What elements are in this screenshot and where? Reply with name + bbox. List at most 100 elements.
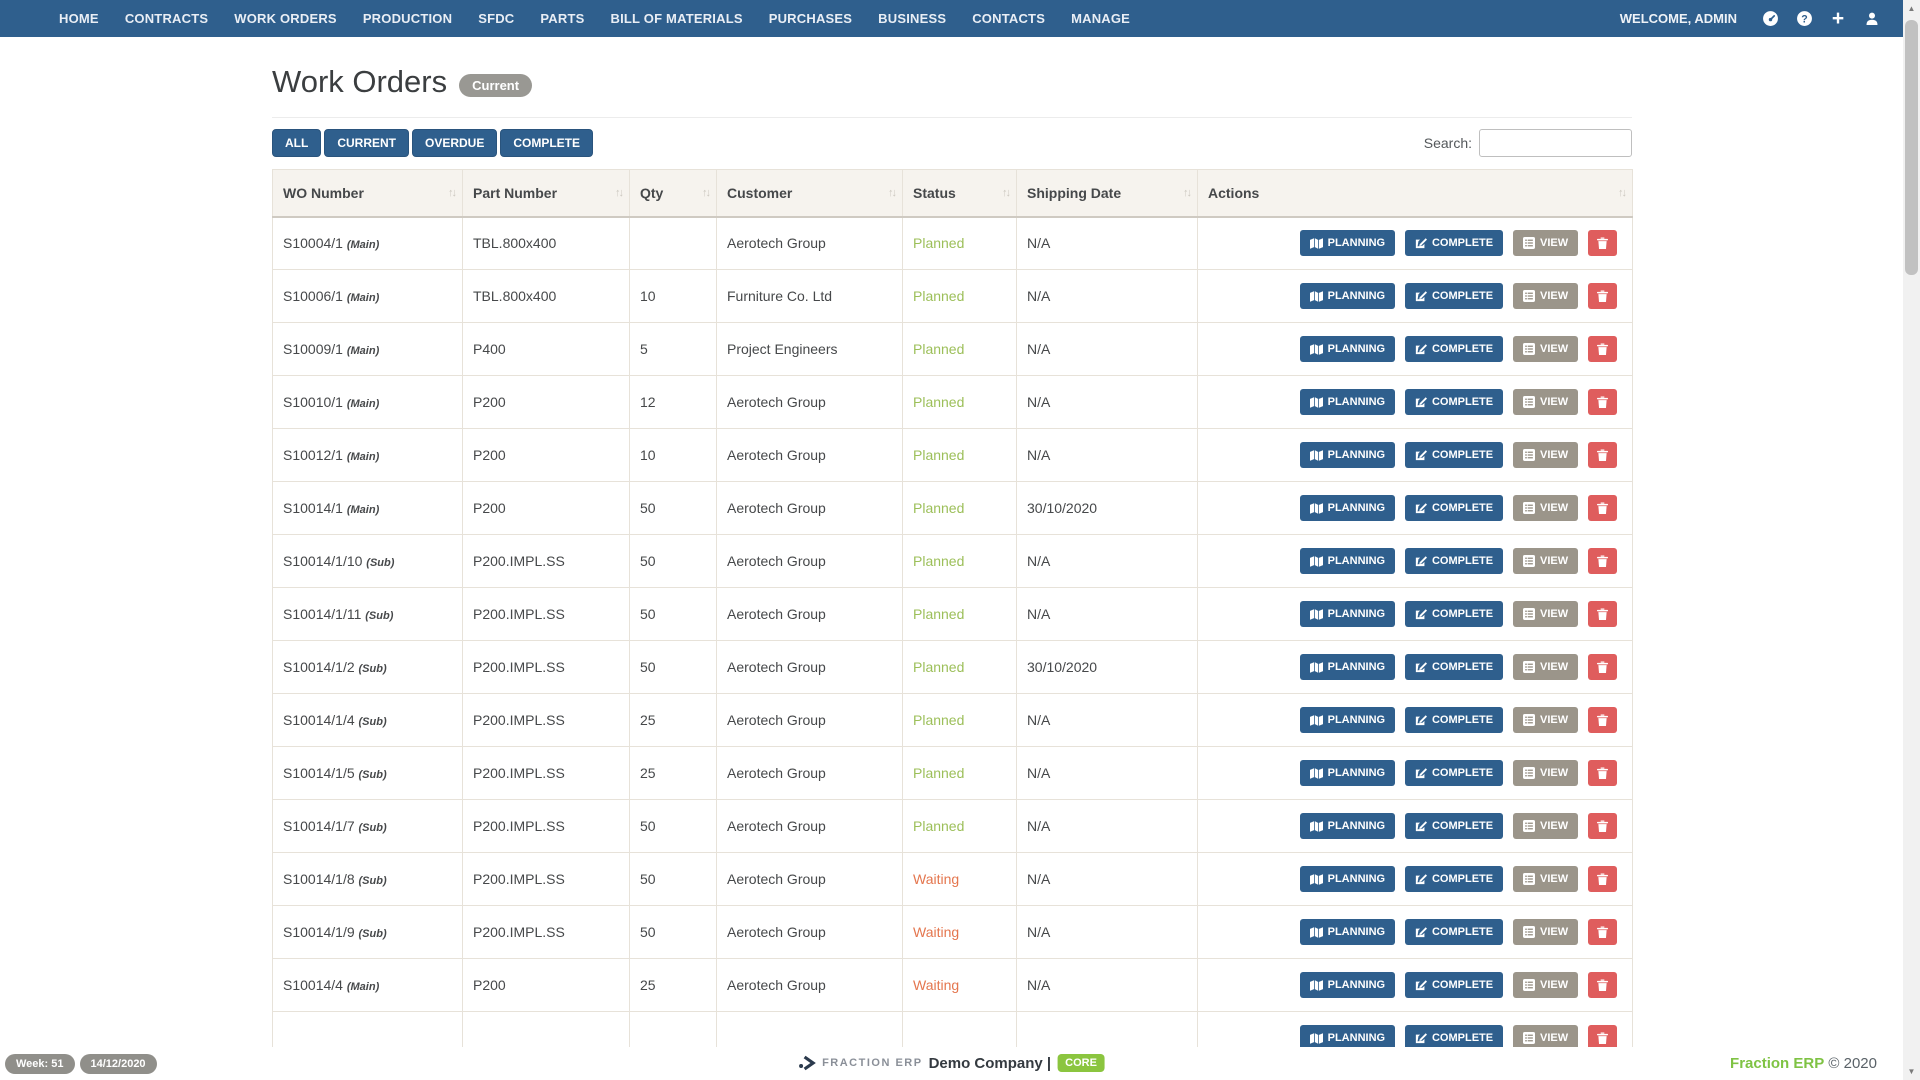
help-icon[interactable]: ?	[1795, 10, 1813, 28]
planning-button[interactable]: PLANNING	[1299, 919, 1396, 945]
delete-button[interactable]	[1588, 495, 1617, 521]
nav-item-home[interactable]: HOME	[59, 11, 99, 26]
complete-button[interactable]: COMPLETE	[1404, 654, 1504, 680]
filter-current-button[interactable]: CURRENT	[324, 129, 409, 157]
table-row: S10006/1 (Main) TBL.800x400 10 Furniture…	[272, 269, 1633, 323]
planning-button[interactable]: PLANNING	[1299, 1025, 1396, 1051]
nav-item-manage[interactable]: MANAGE	[1071, 11, 1131, 26]
column-header-customer[interactable]: Customer ↑↓	[716, 169, 903, 218]
complete-button[interactable]: COMPLETE	[1404, 389, 1504, 415]
view-button[interactable]: VIEW	[1512, 389, 1579, 415]
delete-button[interactable]	[1588, 389, 1617, 415]
view-button[interactable]: VIEW	[1512, 707, 1579, 733]
complete-button[interactable]: COMPLETE	[1404, 972, 1504, 998]
scrollbar-thumb[interactable]	[1905, 20, 1918, 275]
column-header-part-number[interactable]: Part Number ↑↓	[462, 169, 630, 218]
complete-button[interactable]: COMPLETE	[1404, 760, 1504, 786]
nav-item-work-orders[interactable]: WORK ORDERS	[234, 11, 337, 26]
complete-button[interactable]: COMPLETE	[1404, 707, 1504, 733]
delete-button[interactable]	[1588, 813, 1617, 839]
planning-button[interactable]: PLANNING	[1299, 972, 1396, 998]
planning-button[interactable]: PLANNING	[1299, 707, 1396, 733]
nav-item-parts[interactable]: PARTS	[540, 11, 585, 26]
nav-item-production[interactable]: PRODUCTION	[362, 11, 453, 26]
complete-button[interactable]: COMPLETE	[1404, 601, 1504, 627]
nav-item-contracts[interactable]: CONTRACTS	[124, 11, 209, 26]
planning-button[interactable]: PLANNING	[1299, 601, 1396, 627]
complete-button[interactable]: COMPLETE	[1404, 495, 1504, 521]
delete-button[interactable]	[1588, 760, 1617, 786]
delete-button[interactable]	[1588, 707, 1617, 733]
nav-item-purchases[interactable]: PURCHASES	[768, 11, 853, 26]
search-input[interactable]	[1479, 129, 1632, 157]
planning-button[interactable]: PLANNING	[1299, 548, 1396, 574]
complete-button[interactable]: COMPLETE	[1404, 548, 1504, 574]
planning-button[interactable]: PLANNING	[1299, 336, 1396, 362]
view-button[interactable]: VIEW	[1512, 654, 1579, 680]
view-button[interactable]: VIEW	[1512, 495, 1579, 521]
part-number: P200.IMPL.SS	[473, 924, 565, 940]
column-header-qty[interactable]: Qty ↑↓	[629, 169, 717, 218]
delete-button[interactable]	[1588, 866, 1617, 892]
delete-button[interactable]	[1588, 230, 1617, 257]
complete-button[interactable]: COMPLETE	[1404, 866, 1504, 892]
user-icon[interactable]	[1863, 10, 1881, 28]
view-button[interactable]: VIEW	[1512, 972, 1579, 998]
planning-button[interactable]: PLANNING	[1299, 283, 1396, 309]
view-button[interactable]: VIEW	[1512, 813, 1579, 839]
delete-button[interactable]	[1588, 283, 1617, 309]
delete-button[interactable]	[1588, 336, 1617, 362]
view-button[interactable]: VIEW	[1512, 548, 1579, 574]
view-button[interactable]: VIEW	[1512, 601, 1579, 627]
add-icon[interactable]: +	[1831, 6, 1845, 30]
view-button[interactable]: VIEW	[1512, 866, 1579, 892]
planning-button[interactable]: PLANNING	[1299, 389, 1396, 415]
view-button[interactable]: VIEW	[1512, 760, 1579, 786]
delete-button[interactable]	[1588, 972, 1617, 998]
table-row: S10010/1 (Main) P200 12 Aerotech Group P…	[272, 375, 1633, 429]
planning-button[interactable]: PLANNING	[1299, 813, 1396, 839]
nav-item-business[interactable]: BUSINESS	[878, 11, 947, 26]
delete-button[interactable]	[1588, 919, 1617, 945]
customer-cell: Furniture Co. Ltd	[716, 269, 903, 323]
delete-button[interactable]	[1588, 548, 1617, 574]
delete-button[interactable]	[1588, 1025, 1617, 1051]
complete-button[interactable]: COMPLETE	[1404, 230, 1504, 257]
complete-button[interactable]: COMPLETE	[1404, 336, 1504, 362]
planning-button[interactable]: PLANNING	[1299, 495, 1396, 521]
planning-button[interactable]: PLANNING	[1299, 654, 1396, 680]
column-header-actions[interactable]: Actions ↑↓	[1197, 169, 1633, 218]
view-button[interactable]: VIEW	[1512, 1025, 1579, 1051]
nav-item-contacts[interactable]: CONTACTS	[972, 11, 1046, 26]
dashboard-icon[interactable]	[1761, 10, 1779, 28]
scrollbar-down-icon[interactable]: ▼	[1907, 1067, 1916, 1076]
complete-button[interactable]: COMPLETE	[1404, 283, 1504, 309]
vertical-scrollbar[interactable]: ▲ ▼	[1903, 0, 1920, 1080]
planning-button[interactable]: PLANNING	[1299, 230, 1396, 257]
column-header-status[interactable]: Status ↑↓	[902, 169, 1017, 218]
nav-item-bill-of-materials[interactable]: BILL OF MATERIALS	[610, 11, 743, 26]
complete-button[interactable]: COMPLETE	[1404, 1025, 1504, 1051]
view-button[interactable]: VIEW	[1512, 336, 1579, 362]
complete-button[interactable]: COMPLETE	[1404, 919, 1504, 945]
column-header-shipping-date[interactable]: Shipping Date ↑↓	[1016, 169, 1198, 218]
view-button[interactable]: VIEW	[1512, 283, 1579, 309]
filter-overdue-button[interactable]: OVERDUE	[412, 129, 498, 157]
filter-complete-button[interactable]: COMPLETE	[500, 129, 594, 157]
delete-button[interactable]	[1588, 601, 1617, 627]
complete-button[interactable]: COMPLETE	[1404, 813, 1504, 839]
nav-item-sfdc[interactable]: SFDC	[478, 11, 515, 26]
view-button[interactable]: VIEW	[1512, 442, 1579, 468]
delete-button[interactable]	[1588, 654, 1617, 680]
scrollbar-up-icon[interactable]: ▲	[1907, 4, 1916, 13]
column-header-wo-number[interactable]: WO Number ↑↓	[272, 169, 463, 218]
planning-button[interactable]: PLANNING	[1299, 760, 1396, 786]
view-button[interactable]: VIEW	[1512, 230, 1579, 257]
delete-button[interactable]	[1588, 442, 1617, 468]
complete-label: COMPLETE	[1431, 767, 1494, 779]
planning-button[interactable]: PLANNING	[1299, 866, 1396, 892]
planning-button[interactable]: PLANNING	[1299, 442, 1396, 468]
filter-all-button[interactable]: ALL	[272, 129, 322, 157]
view-button[interactable]: VIEW	[1512, 919, 1579, 945]
complete-button[interactable]: COMPLETE	[1404, 442, 1504, 468]
